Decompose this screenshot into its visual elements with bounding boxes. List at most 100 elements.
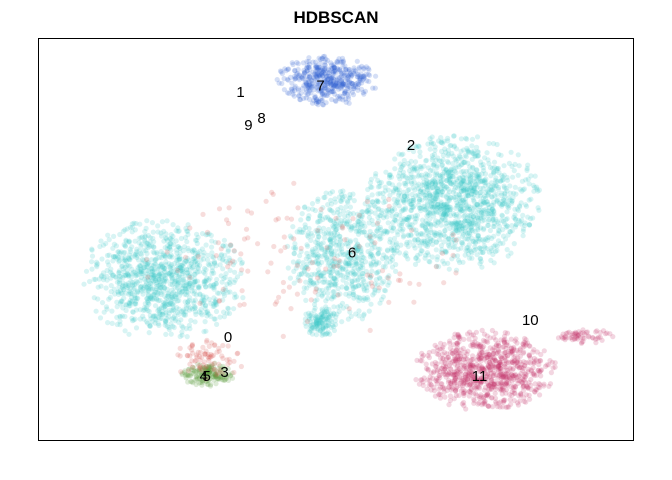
point (126, 300, 132, 306)
point (150, 272, 156, 278)
point (421, 182, 427, 188)
point (203, 328, 209, 334)
point (203, 302, 209, 308)
point (459, 240, 465, 246)
point (145, 320, 151, 326)
point (223, 271, 229, 277)
point (306, 79, 312, 85)
point (117, 313, 123, 319)
point (434, 361, 440, 367)
point (443, 166, 449, 172)
point (455, 367, 461, 373)
point (389, 264, 396, 270)
point (434, 172, 440, 178)
point (180, 309, 186, 315)
point (109, 320, 115, 326)
point (427, 179, 433, 185)
point (478, 258, 484, 265)
point (336, 258, 342, 264)
point (368, 301, 374, 307)
point (446, 179, 453, 185)
point (431, 204, 437, 210)
point (324, 245, 330, 251)
point (176, 244, 182, 250)
point (100, 242, 107, 248)
point (175, 274, 182, 280)
point (430, 203, 436, 210)
point (185, 228, 191, 234)
point (150, 229, 156, 235)
point (482, 236, 488, 242)
point (397, 271, 403, 277)
point (186, 297, 192, 304)
point (192, 271, 198, 278)
point (478, 159, 484, 165)
point (122, 257, 128, 264)
point (569, 334, 575, 341)
point (335, 81, 342, 87)
point (328, 218, 334, 224)
point (141, 276, 148, 282)
point (145, 292, 152, 298)
point (474, 153, 480, 159)
point (471, 396, 477, 402)
point (417, 153, 423, 159)
point (174, 266, 180, 273)
point (498, 354, 504, 360)
point (496, 400, 502, 406)
point (123, 272, 129, 278)
point (389, 208, 395, 214)
point (151, 292, 157, 298)
point (318, 206, 324, 212)
point (421, 179, 427, 185)
point (396, 182, 402, 188)
point (167, 241, 173, 247)
point (412, 236, 418, 242)
point (232, 295, 238, 301)
point (516, 163, 522, 169)
point (129, 254, 135, 260)
point (141, 247, 147, 254)
point (186, 284, 192, 290)
point (301, 285, 307, 291)
point (159, 274, 165, 280)
point (331, 263, 337, 269)
point (460, 377, 466, 384)
point (187, 307, 193, 313)
point (439, 365, 445, 372)
point (441, 211, 447, 217)
point (427, 199, 433, 205)
point (173, 294, 179, 300)
point (209, 254, 215, 260)
point (522, 220, 528, 226)
cluster-11-right-tail (555, 327, 616, 346)
point (485, 222, 491, 228)
point (393, 185, 399, 191)
point (377, 183, 383, 189)
point (204, 310, 210, 316)
point (157, 279, 163, 285)
point (468, 185, 474, 191)
point (212, 239, 218, 245)
point (183, 306, 189, 312)
point (422, 252, 429, 258)
point (127, 257, 133, 263)
point (148, 266, 155, 272)
point (194, 262, 200, 268)
point (200, 300, 206, 306)
point (204, 229, 211, 235)
point (446, 236, 452, 242)
point (143, 225, 149, 231)
point (491, 184, 497, 190)
point (417, 243, 423, 249)
point (162, 303, 168, 310)
point (509, 378, 515, 384)
point (111, 241, 117, 247)
point (109, 308, 115, 314)
point (490, 141, 497, 147)
point (424, 187, 430, 193)
point (457, 175, 463, 181)
point (180, 266, 186, 272)
point (171, 306, 177, 313)
point (116, 257, 122, 264)
